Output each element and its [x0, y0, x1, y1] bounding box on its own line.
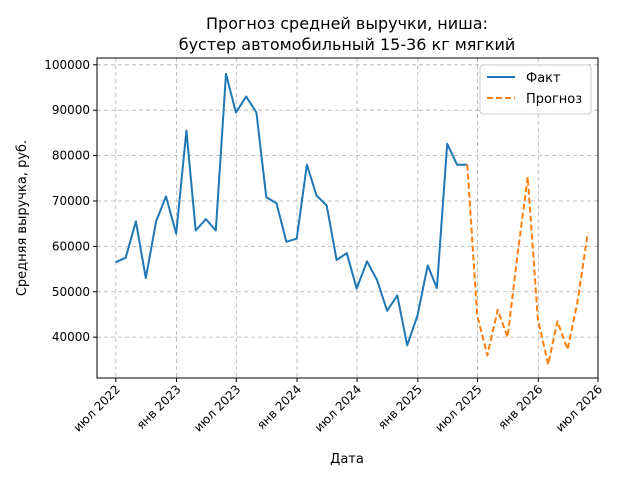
- x-axis-title: Дата: [330, 452, 364, 467]
- y-tick-label: 90000: [52, 103, 90, 117]
- series-line-fact: [115, 72, 468, 347]
- y-tick-label: 60000: [52, 239, 90, 253]
- y-tick-label: 40000: [52, 330, 90, 344]
- y-tick-label: 50000: [52, 285, 90, 299]
- legend-label-fact: Факт: [526, 71, 561, 86]
- series-lines: [115, 72, 589, 366]
- plot-area-frame: [96, 57, 599, 379]
- y-tick-label: 80000: [52, 149, 90, 163]
- y-axis-ticks: 40000 50000 60000 70000 80000 90000 100000: [44, 58, 97, 344]
- legend: Факт Прогноз: [479, 64, 592, 115]
- legend-label-forecast: Прогноз: [526, 92, 582, 107]
- y-tick-label: 70000: [52, 194, 90, 208]
- series-line-forecast: [466, 164, 589, 366]
- y-axis-title: Средняя выручка, руб.: [15, 140, 30, 296]
- chart-title-line-2: бустер автомобильный 15-36 кг мягкий: [179, 35, 516, 54]
- y-tick-label: 100000: [44, 58, 90, 72]
- chart-title-line-1: Прогноз средней выручки, ниша:: [206, 14, 488, 33]
